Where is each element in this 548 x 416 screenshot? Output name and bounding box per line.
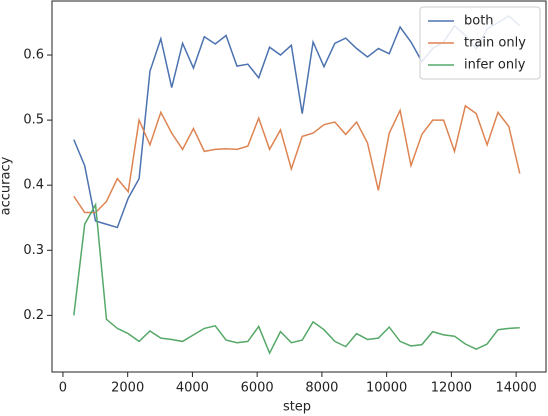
y-tick-label: 0.5 xyxy=(23,113,44,128)
x-tick-label: 10000 xyxy=(366,381,407,396)
x-axis-label: step xyxy=(283,400,311,415)
x-tick-label: 2000 xyxy=(111,381,144,396)
x-tick-label: 0 xyxy=(59,381,67,396)
y-tick-label: 0.2 xyxy=(23,308,44,323)
y-tick-label: 0.6 xyxy=(23,48,44,63)
y-axis-label: accuracy xyxy=(0,156,14,215)
x-tick-label: 12000 xyxy=(431,381,472,396)
x-tick-label: 8000 xyxy=(305,381,338,396)
series-line xyxy=(73,202,520,355)
x-tick-label: 6000 xyxy=(241,381,274,396)
legend-label: infer only xyxy=(464,58,526,73)
legend-box xyxy=(419,6,541,80)
y-tick-label: 0.4 xyxy=(23,178,44,193)
x-tick-label: 14000 xyxy=(495,381,536,396)
series-line xyxy=(73,104,521,214)
legend-label: train only xyxy=(464,36,526,51)
legend-label: both xyxy=(464,14,494,29)
x-tick-label: 4000 xyxy=(176,381,209,396)
y-tick-label: 0.3 xyxy=(23,243,44,258)
plot-frame xyxy=(51,0,547,373)
